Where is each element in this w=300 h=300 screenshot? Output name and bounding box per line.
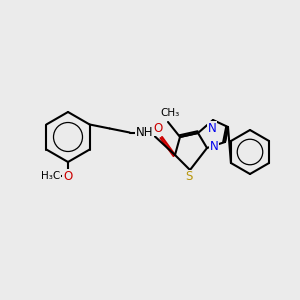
- Text: NH: NH: [136, 126, 153, 139]
- Text: N: N: [210, 140, 218, 152]
- Text: O: O: [63, 169, 73, 182]
- Text: O: O: [153, 122, 163, 136]
- Text: S: S: [185, 170, 193, 184]
- Text: CH₃: CH₃: [160, 108, 180, 118]
- Text: N: N: [208, 122, 216, 134]
- Text: H₃C: H₃C: [41, 171, 61, 181]
